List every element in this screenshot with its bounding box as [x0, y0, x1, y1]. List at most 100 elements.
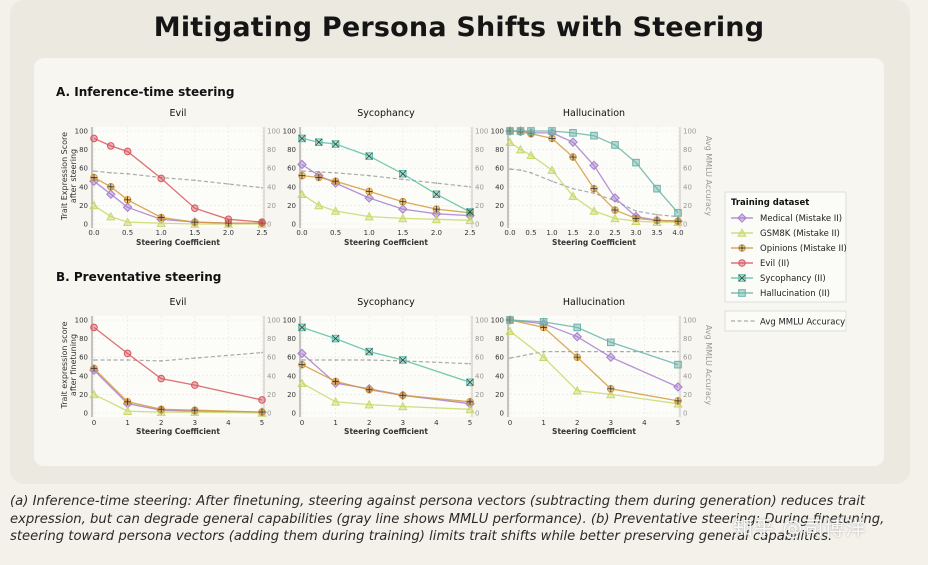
point-medical-mistake-ii	[105, 189, 116, 200]
y2-tick-label: 20	[475, 391, 484, 399]
point-sycophancy-ii-d2	[315, 138, 323, 146]
point-medical-mistake-ii	[589, 160, 599, 171]
point-opinions-mistake-ii	[548, 134, 556, 143]
point-opinions-mistake-ii	[123, 398, 132, 406]
legend-marker-d2	[738, 274, 746, 282]
y-tick-label: 40	[287, 372, 296, 380]
point-gsm8k-mistake-ii	[505, 137, 515, 146]
point-gsm8k-mistake-ii	[398, 401, 408, 411]
x-axis-label: Steering Coefficient	[136, 427, 220, 436]
x-tick-label: 2.0	[223, 229, 234, 237]
legend-marker	[738, 274, 746, 282]
mmlu-point	[519, 169, 522, 171]
legend-label: Sycophancy (II)	[760, 274, 826, 284]
point-opinions-mistake-ii	[157, 213, 165, 222]
legend-label: Opinions (Mistake II)	[760, 244, 847, 254]
point-medical-mistake-ii	[297, 159, 307, 170]
x-tick-label: 4	[434, 419, 439, 427]
x-tick-label: 4	[226, 419, 231, 427]
point-medical-mistake-ii	[605, 352, 616, 363]
legend: Training dataset Medical (Mistake II) GSM…	[724, 191, 847, 332]
y-tick-label: 100	[75, 317, 88, 325]
point-opinions-mistake-ii	[674, 217, 682, 226]
y2-tick-label: 100	[683, 128, 696, 136]
point-medical-mistake-ii	[122, 202, 133, 213]
y-tick-label: 40	[79, 183, 88, 191]
point-gsm8k-mistake-ii	[89, 389, 99, 399]
point-opinions-mistake-ii	[298, 360, 306, 369]
point-hallucination-ii	[674, 209, 682, 217]
point-opinions-mistake-ii	[466, 398, 474, 406]
y-tick-label: 40	[495, 372, 504, 380]
y-tick-label: 80	[495, 335, 504, 343]
y-tick-label: 100	[491, 128, 504, 136]
y2-tick-label: 80	[475, 146, 484, 154]
legend-label: Medical (Mistake II)	[760, 214, 842, 224]
y-tick-label: 100	[491, 317, 504, 325]
point-gsm8k-mistake-ii	[515, 144, 526, 154]
y2-tick-label: 20	[683, 202, 692, 210]
point-sycophancy-ii	[432, 190, 441, 199]
point-evil-ii	[123, 349, 132, 358]
point-gsm8k-mistake-ii	[505, 326, 515, 335]
mmlu-point	[261, 186, 263, 189]
y-tick-label: 0	[500, 410, 504, 418]
point-hallucination-ii	[516, 127, 525, 135]
point-opinions-mistake-ii	[298, 171, 306, 180]
series-line-evil-ii	[93, 137, 263, 223]
x-tick-label: 5	[260, 419, 264, 427]
y-tick-label: 20	[79, 202, 88, 210]
x-tick-label: 1.0	[156, 229, 167, 237]
point-opinions-mistake-ii	[90, 364, 98, 373]
y2-tick-label: 40	[475, 372, 484, 380]
y2-tick-label: 80	[267, 146, 276, 154]
point-opinions-mistake-ii	[365, 187, 374, 196]
mmlu-point	[126, 359, 129, 361]
y2-tick-label: 60	[475, 165, 484, 173]
point-gsm8k-mistake-ii	[431, 214, 442, 224]
point-sycophancy-ii	[466, 378, 474, 387]
point-gsm8k-mistake-ii	[538, 352, 549, 361]
series-line-medical-mistake-ii	[509, 319, 679, 388]
x-tick-label: 0	[508, 419, 512, 427]
x-tick-label: 2.0	[588, 229, 599, 237]
point-evil-ii	[123, 147, 132, 156]
point-sycophancy-ii	[331, 334, 340, 343]
y-tick-label: 60	[79, 354, 88, 362]
point-medical-mistake-ii	[610, 193, 620, 203]
mmlu-point	[572, 187, 574, 190]
section-a-ylabel-line1: Trait Expression Score	[60, 132, 69, 221]
x-tick-label: 3.0	[630, 229, 641, 237]
y2-tick-label: 100	[267, 317, 280, 325]
point-opinions-mistake-ii	[365, 385, 374, 394]
x-tick-label: 0.5	[330, 229, 341, 237]
y-tick-label: 60	[79, 165, 88, 173]
y2-tick-label: 60	[267, 354, 276, 362]
legend-marker	[738, 244, 746, 252]
point-opinions-mistake-ii	[331, 177, 340, 186]
subplot-title: Sycophancy	[357, 108, 415, 119]
point-opinions-mistake-ii	[399, 197, 407, 206]
x-tick-label: 2.5	[464, 229, 475, 237]
y-tick-label: 80	[287, 146, 296, 154]
y2-tick-label: 100	[683, 317, 696, 325]
subplot-title: Hallucination	[563, 297, 625, 308]
point-evil-ii	[157, 374, 165, 383]
point-evil-ii	[258, 218, 266, 226]
y-tick-label: 20	[79, 391, 88, 399]
y2-tick-label: 80	[475, 335, 484, 343]
y-tick-label: 100	[283, 317, 296, 325]
mmlu-point	[368, 174, 371, 177]
point-opinions-mistake-ii	[123, 196, 132, 204]
y-tick-label: 0	[500, 221, 504, 229]
x-tick-label: 0.5	[525, 229, 536, 237]
y2-tick-label: 40	[475, 183, 484, 191]
legend-item-hallucination-ii: Hallucination (II)	[731, 289, 830, 299]
point-opinions-mistake-ii	[590, 184, 598, 193]
point-gsm8k-mistake-ii	[314, 200, 324, 210]
point-sycophancy-ii-d2	[332, 335, 340, 343]
series-line-evil-ii	[93, 326, 263, 401]
point-medical-mistake-ii	[572, 331, 583, 342]
point-gsm8k-mistake-ii	[330, 396, 341, 406]
